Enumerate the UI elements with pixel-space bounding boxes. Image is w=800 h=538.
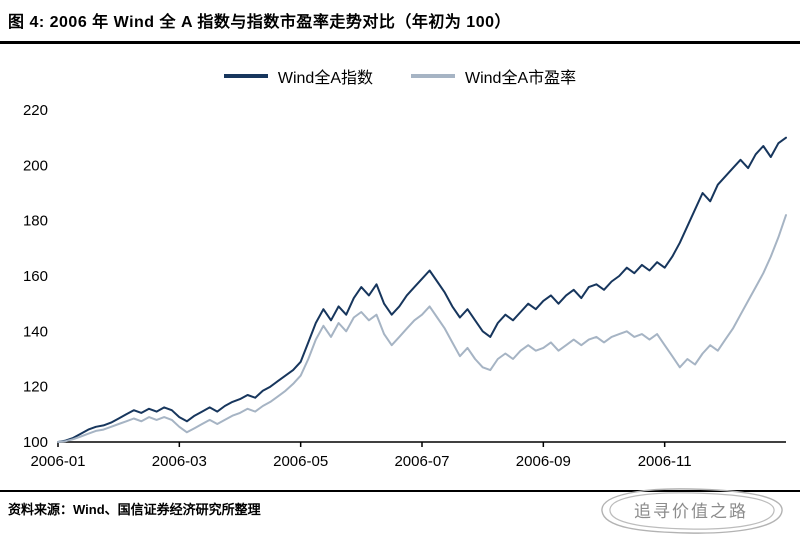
legend-line-swatch-index	[223, 74, 268, 78]
series-line-1	[57, 214, 787, 443]
chart-legend: Wind全A指数 Wind全A市盈率	[0, 64, 800, 88]
figure-title: 图 4: 2006 年 Wind 全 A 指数与指数市盈率走势对比（年初为 10…	[8, 14, 511, 31]
y-tick-label: 120	[23, 379, 48, 396]
y-tick-label: 140	[23, 323, 48, 340]
series-line-0	[57, 136, 787, 443]
y-tick-label: 160	[23, 268, 48, 285]
line-chart: 100 120 140 160 180 200 220 2006-01 2006-03 2006-…	[23, 102, 787, 470]
legend-line-swatch-pe	[411, 74, 455, 78]
x-tick-label: 2006-03	[152, 453, 207, 470]
y-tick-label: 200	[23, 157, 48, 174]
watermark-loop-inner	[609, 492, 775, 530]
y-tick-label: 220	[23, 102, 48, 119]
x-tick-label: 2006-01	[30, 453, 85, 470]
legend-label-pe: Wind全A市盈率	[465, 70, 577, 87]
watermark-scribble: 追寻价值之路	[601, 488, 783, 534]
source-text: 资料来源：Wind、国信证券经济研究所整理	[8, 502, 261, 517]
legend-item-index: Wind全A指数	[223, 64, 373, 88]
legend-item-pe: Wind全A市盈率	[411, 64, 576, 88]
watermark-text: 追寻价值之路	[634, 502, 748, 521]
legend-label-index: Wind全A指数	[277, 70, 373, 87]
chart-area: 100 120 140 160 180 200 220 2006-01 2006-03 2006-…	[0, 92, 800, 484]
figure-title-bar: 图 4: 2006 年 Wind 全 A 指数与指数市盈率走势对比（年初为 10…	[0, 0, 800, 44]
watermark-loop-outer	[601, 488, 783, 534]
x-tick-label: 2006-11	[638, 453, 692, 470]
x-tick-label: 2006-09	[516, 453, 571, 470]
x-tick-label: 2006-07	[394, 453, 449, 470]
y-tick-label: 100	[23, 434, 48, 451]
watermark: 追寻价值之路	[588, 484, 794, 538]
x-tick-label: 2006-05	[273, 453, 328, 470]
source-footer: 资料来源：Wind、国信证券经济研究所整理	[0, 490, 800, 519]
y-tick-label: 180	[23, 213, 48, 230]
